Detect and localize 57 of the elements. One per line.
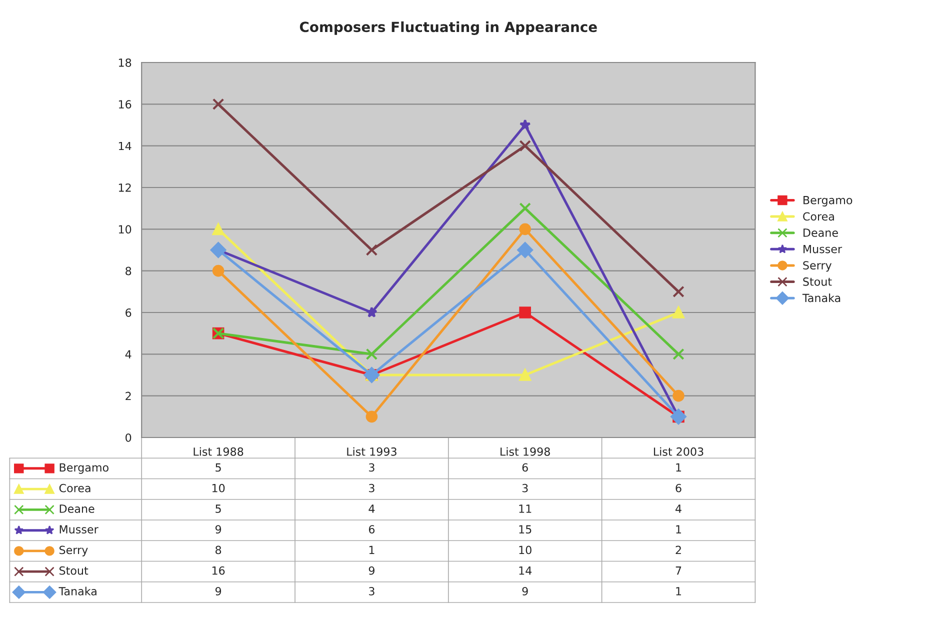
text: Deane bbox=[60, 504, 94, 513]
y-tick-label: 12 bbox=[118, 183, 131, 192]
data-label: 1 bbox=[676, 587, 682, 596]
data-label: 8 bbox=[216, 546, 222, 554]
data-label: 10 bbox=[212, 484, 225, 492]
data-label: 6 bbox=[676, 484, 682, 492]
y-tick-label: 14 bbox=[118, 142, 132, 150]
data-label: 2 bbox=[676, 546, 681, 554]
data-label: 9 bbox=[368, 566, 374, 575]
legend-label: Bergamo bbox=[60, 463, 108, 474]
data-label: 15 bbox=[519, 525, 532, 534]
legend-label: Stout bbox=[803, 277, 832, 286]
legend-label: Tanaka bbox=[802, 294, 840, 302]
text: Musser bbox=[60, 525, 98, 534]
legend-label: Serry bbox=[803, 261, 832, 272]
y-tick-label: 10 bbox=[118, 225, 132, 234]
data-label: 11 bbox=[519, 504, 532, 513]
legend-label: Deane bbox=[804, 228, 838, 237]
text: Serry bbox=[59, 546, 88, 556]
data-label: 4 bbox=[676, 504, 682, 513]
data-label: 3 bbox=[369, 587, 374, 596]
y-tick-label: 2 bbox=[126, 392, 131, 400]
text: Tanaka bbox=[58, 586, 96, 596]
data-label: 6 bbox=[522, 463, 528, 472]
y-tick-label: 0 bbox=[126, 433, 132, 442]
data-label: 3 bbox=[369, 463, 374, 472]
text: Corea bbox=[59, 484, 90, 492]
data-label: 3 bbox=[369, 484, 374, 492]
y-tick-label: 4 bbox=[125, 350, 132, 358]
y-tick-label: 18 bbox=[118, 58, 132, 67]
data-label: 1 bbox=[676, 525, 682, 534]
data-label: 1 bbox=[369, 546, 374, 554]
legend-label: Musser bbox=[804, 244, 842, 254]
data-label: 16 bbox=[212, 566, 225, 575]
x-tick-label: List 1998 bbox=[500, 447, 550, 456]
text: Stout bbox=[59, 566, 88, 575]
data-label: 10 bbox=[519, 546, 532, 554]
y-tick-label: 16 bbox=[118, 100, 132, 109]
data-label: 7 bbox=[676, 566, 682, 575]
data-label: 5 bbox=[216, 504, 221, 513]
x-tick-label: List 1993 bbox=[347, 447, 396, 456]
y-tick-label: 8 bbox=[126, 266, 132, 276]
data-label: 9 bbox=[215, 587, 222, 596]
data-label: 6 bbox=[368, 525, 375, 534]
data-label: 1 bbox=[676, 463, 682, 472]
data-label: 4 bbox=[368, 504, 375, 513]
chart-title: Composers Fluctuating in Appearance bbox=[300, 21, 597, 35]
x-tick-label: List 2003 bbox=[654, 447, 704, 456]
data-label: 9 bbox=[215, 525, 222, 534]
x-tick-label: List 1988 bbox=[194, 447, 244, 456]
data-label: 14 bbox=[519, 566, 532, 575]
data-label: 3 bbox=[522, 484, 528, 492]
y-tick-label: 6 bbox=[126, 308, 132, 317]
text: Bergamo bbox=[804, 196, 852, 206]
legend-label: Corea bbox=[803, 212, 834, 221]
data-label: 5 bbox=[216, 463, 221, 472]
data-label: 9 bbox=[522, 587, 528, 596]
